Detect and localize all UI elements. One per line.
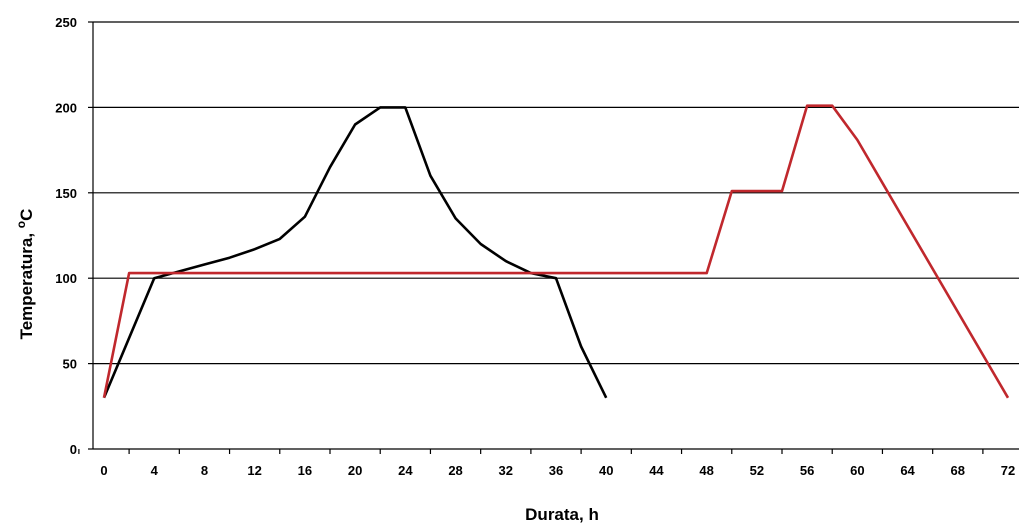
series-line-1 [102,106,608,399]
series-line-2 [102,104,1010,399]
y-axis-title: Temperatura, oC [14,209,36,340]
x-tick-label-12: 12 [247,463,261,478]
x-tick-label-16: 16 [298,463,312,478]
x-tick-label-52: 52 [750,463,764,478]
series-lines [102,104,1010,399]
y-tick-labels: 0 50 100 150 200 250 [55,15,77,457]
y-tick-label-0: 0 [70,442,77,457]
y-tick-label-250: 250 [55,15,77,30]
x-tick-label-0: 0 [100,463,107,478]
x-tick-label-20: 20 [348,463,362,478]
x-axis-title: Durata, h [525,505,599,524]
x-tick-label-44: 44 [649,463,664,478]
gridlines [93,21,1019,365]
y-axis-title-main: Temperatura, [17,228,36,339]
x-tick-label-68: 68 [951,463,965,478]
x-tick-labels: 0 4 8 12 16 20 24 28 32 36 40 44 48 52 56 60 64 68 72 [100,463,1015,478]
axes [78,21,1019,454]
x-tick-label-48: 48 [699,463,713,478]
x-tick-label-32: 32 [499,463,513,478]
x-tick-label-24: 24 [398,463,413,478]
x-tick-label-56: 56 [800,463,814,478]
y-tick-label-100: 100 [55,271,77,286]
x-tick-label-40: 40 [599,463,613,478]
x-tick-label-60: 60 [850,463,864,478]
x-tick-label-4: 4 [151,463,159,478]
x-tick-label-8: 8 [201,463,208,478]
y-axis-title-degree: o [14,221,28,228]
y-tick-label-200: 200 [55,100,77,115]
x-tick-label-64: 64 [900,463,915,478]
y-tick-label-150: 150 [55,186,77,201]
x-tick-label-36: 36 [549,463,563,478]
y-axis-title-unit: C [17,209,36,221]
y-tick-label-50: 50 [63,357,77,372]
x-tick-label-28: 28 [448,463,462,478]
x-tick-label-72: 72 [1001,463,1015,478]
